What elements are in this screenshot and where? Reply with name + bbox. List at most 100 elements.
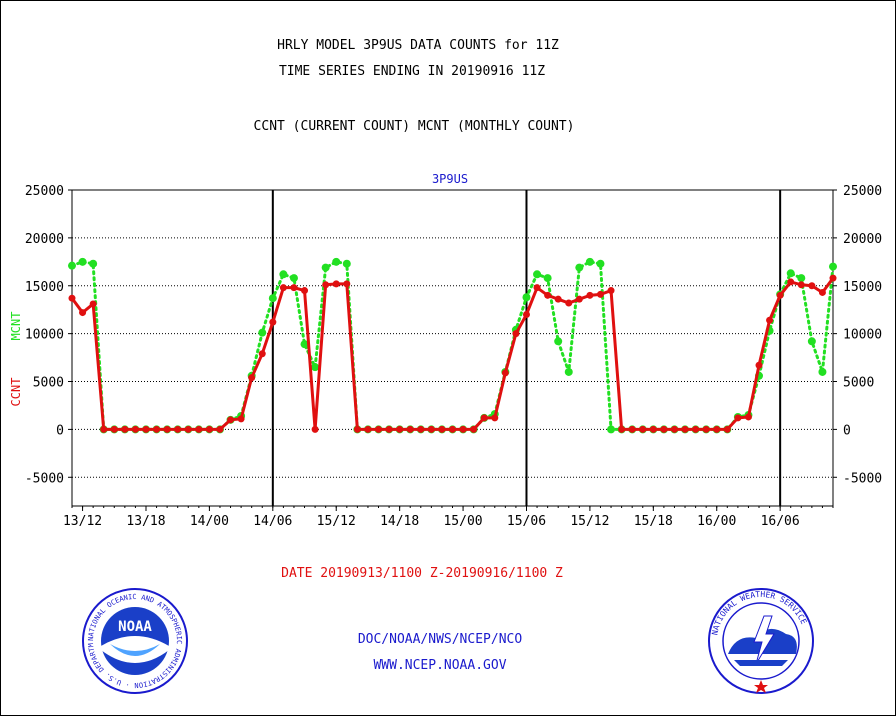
data-point-mcnt (311, 363, 320, 372)
series-layer (68, 257, 837, 434)
data-point-ccnt (586, 291, 594, 299)
data-point-ccnt (438, 425, 446, 433)
x-tick-label: 15/12 (570, 514, 609, 529)
data-point-ccnt (575, 295, 583, 303)
data-point-ccnt (216, 425, 224, 433)
data-point-ccnt (744, 413, 752, 421)
data-point-ccnt (100, 425, 108, 433)
data-point-ccnt (596, 290, 604, 298)
data-point-ccnt (491, 414, 499, 422)
data-point-ccnt (427, 425, 435, 433)
y-tick-label-left: 10000 (25, 328, 64, 343)
x-tick-label: 15/18 (634, 514, 673, 529)
data-point-mcnt (258, 328, 267, 337)
date-range-label: DATE 20190913/1100 Z-20190916/1100 Z (281, 566, 563, 581)
data-point-mcnt (786, 269, 795, 278)
data-point-ccnt (375, 425, 383, 433)
x-tick-label: 16/00 (697, 514, 736, 529)
data-point-mcnt (68, 261, 76, 270)
data-point-ccnt (364, 425, 372, 433)
data-point-ccnt (301, 287, 309, 295)
data-point-mcnt (321, 263, 330, 272)
data-point-ccnt (829, 274, 837, 282)
data-point-mcnt (78, 257, 87, 266)
y-tick-label-left: 5000 (33, 376, 64, 391)
data-point-ccnt (89, 300, 97, 308)
data-point-mcnt (342, 259, 351, 268)
website-label: WWW.NCEP.NOAA.GOV (373, 658, 507, 673)
data-point-ccnt (237, 415, 245, 423)
data-point-ccnt (110, 425, 118, 433)
data-point-ccnt (702, 425, 710, 433)
data-point-ccnt (818, 288, 826, 296)
y-axis-label-mcnt: MCNT (9, 312, 23, 341)
x-tick-label: 16/06 (761, 514, 800, 529)
data-point-ccnt (459, 425, 467, 433)
data-point-ccnt (670, 425, 678, 433)
data-point-mcnt (554, 337, 563, 346)
data-point-mcnt (807, 337, 816, 346)
data-point-ccnt (713, 425, 721, 433)
series-line-ccnt (70, 276, 835, 431)
data-point-ccnt (153, 425, 161, 433)
chart-subtitle: 3P9US (431, 172, 469, 186)
data-point-ccnt (692, 425, 700, 433)
y-tick-label-right: 20000 (843, 232, 882, 247)
y-tick-label-left: 20000 (25, 232, 64, 247)
data-point-mcnt (596, 259, 605, 268)
data-point-ccnt (660, 425, 668, 433)
data-point-ccnt (290, 284, 298, 292)
x-tick-label: 15/00 (443, 514, 482, 529)
data-point-ccnt (205, 425, 213, 433)
chart-title-line1: HRLY MODEL 3P9US DATA COUNTS for 11Z (277, 38, 559, 53)
data-point-ccnt (766, 316, 774, 324)
data-point-ccnt (258, 350, 266, 358)
data-point-ccnt (544, 291, 552, 299)
data-point-ccnt (227, 416, 235, 424)
data-point-mcnt (300, 340, 309, 349)
axis-layer: -5000 -5000 0 0 5000 5000 10000 10000 15000 15000… (25, 184, 882, 529)
data-point-ccnt (649, 425, 657, 433)
data-point-ccnt (787, 278, 795, 286)
data-point-ccnt (385, 425, 393, 433)
y-tick-label-left: 15000 (25, 280, 64, 295)
data-point-ccnt (195, 425, 203, 433)
data-point-ccnt (607, 287, 615, 295)
data-point-ccnt (163, 425, 171, 433)
noaa-logo-text: NOAA (118, 619, 152, 635)
data-point-ccnt (501, 369, 509, 377)
data-point-mcnt (522, 293, 531, 302)
data-point-ccnt (480, 414, 488, 422)
y-tick-label-left: 25000 (25, 184, 64, 199)
data-point-mcnt (818, 367, 827, 376)
y-tick-label-right: 5000 (843, 376, 874, 391)
y-tick-label-right: -5000 (843, 471, 882, 486)
chart-title-line3: CCNT (CURRENT COUNT) MCNT (MONTHLY COUNT… (253, 119, 575, 134)
data-point-mcnt (829, 262, 837, 271)
x-tick-label: 15/06 (507, 514, 546, 529)
y-tick-label-left: 0 (56, 423, 64, 438)
data-point-mcnt (268, 294, 277, 303)
data-point-ccnt (723, 425, 731, 433)
data-point-ccnt (311, 425, 319, 433)
y-axis-label-ccnt: CCNT (9, 378, 23, 407)
data-point-ccnt (565, 299, 573, 307)
x-tick-label: 15/12 (317, 514, 356, 529)
data-point-mcnt (332, 257, 341, 266)
data-point-ccnt (417, 425, 425, 433)
data-point-ccnt (68, 294, 76, 302)
data-point-ccnt (808, 282, 816, 290)
data-point-mcnt (607, 425, 616, 434)
data-point-ccnt (396, 425, 404, 433)
noaa-logo: NOAA NATIONAL OCEANIC AND ATMOSPHERIC AD… (80, 586, 188, 694)
data-point-ccnt (533, 284, 541, 292)
data-point-mcnt (89, 259, 98, 268)
grid-layer (72, 190, 833, 506)
data-point-mcnt (564, 367, 573, 376)
data-point-mcnt (575, 263, 584, 272)
data-point-mcnt (279, 270, 288, 279)
data-point-ccnt (332, 280, 340, 288)
data-point-mcnt (543, 274, 552, 283)
x-tick-label: 14/18 (380, 514, 419, 529)
data-point-ccnt (343, 280, 351, 288)
